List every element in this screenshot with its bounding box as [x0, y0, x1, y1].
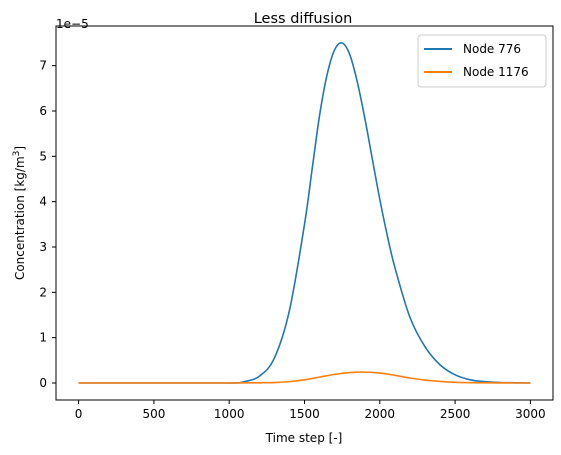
- y-tick-label: 7: [39, 59, 47, 73]
- legend-label-node-776: Node 776: [463, 42, 521, 56]
- y-axis-label-close: ]: [13, 146, 27, 151]
- x-tick-label: 2500: [440, 407, 471, 421]
- chart-title: Less diffusion: [254, 11, 353, 27]
- y-axis-label: Concentration [kg/m3]: [12, 146, 27, 280]
- series-line-node-1176: [78, 371, 531, 384]
- plot-frame: [55, 25, 554, 401]
- x-axis-ticks: 0 500 1000 1500 2000 2500 3000: [75, 400, 546, 421]
- x-tick-label: 500: [142, 407, 165, 421]
- x-tick-label: 1500: [289, 407, 320, 421]
- legend: Node 776 Node 1176: [417, 34, 547, 88]
- x-axis-label: Time step [-]: [265, 431, 343, 445]
- y-axis-label-superscript: 3: [12, 151, 22, 157]
- series-layer: [78, 42, 531, 384]
- legend-label-node-1176: Node 1176: [463, 65, 529, 79]
- y-tick-label: 4: [39, 195, 47, 209]
- x-tick-label: 3000: [515, 407, 546, 421]
- y-tick-label: 1: [39, 331, 47, 345]
- y-offset-text: 1e−5: [56, 17, 89, 31]
- series-line-node-776: [78, 42, 531, 384]
- y-tick-label: 3: [39, 240, 47, 254]
- y-tick-label: 0: [39, 376, 47, 390]
- x-tick-label: 2000: [365, 407, 396, 421]
- y-tick-label: 2: [39, 285, 47, 299]
- y-axis-ticks: 0 1 2 3 4 5 6 7: [39, 59, 56, 390]
- y-tick-label: 5: [39, 149, 47, 163]
- x-tick-label: 1000: [214, 407, 245, 421]
- x-tick-label: 0: [75, 407, 83, 421]
- y-tick-label: 6: [39, 104, 47, 118]
